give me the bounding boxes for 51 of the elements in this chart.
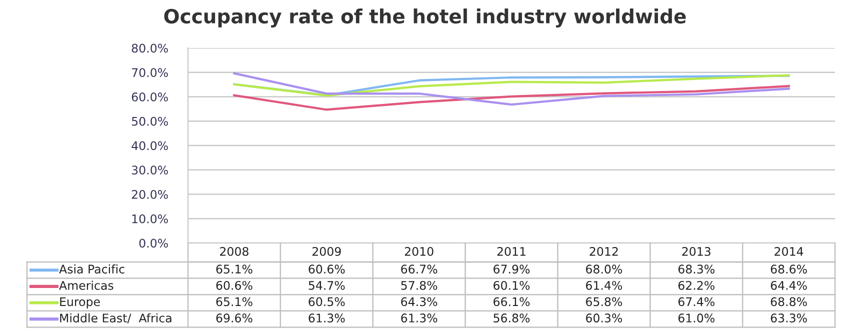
data-label: 67.9% xyxy=(494,264,530,274)
data-label: 60.6% xyxy=(216,280,252,290)
y-tick-label: 80.0% xyxy=(132,44,168,53)
x-tick-label: 2012 xyxy=(590,246,618,256)
data-label: 61.3% xyxy=(308,314,345,322)
data-label: 65.8% xyxy=(586,297,622,306)
x-tick-label: 2008 xyxy=(220,246,248,256)
data-label: 68.6% xyxy=(770,264,807,274)
data-label: 65.1% xyxy=(216,264,252,274)
data-label: 69.6% xyxy=(216,314,252,322)
legend-label: Americas xyxy=(59,280,114,290)
legend-label: Middle East/ Africa xyxy=(60,313,172,324)
data-label: 67.4% xyxy=(678,297,714,306)
x-tick-label: 2009 xyxy=(312,246,341,256)
data-label: 60.3% xyxy=(586,314,622,322)
data-label: 54.7% xyxy=(308,280,345,290)
x-tick-label: 2010 xyxy=(404,246,434,256)
data-label: 64.4% xyxy=(770,280,807,290)
data-label: 56.8% xyxy=(494,314,530,322)
data-label: 60.5% xyxy=(308,297,345,306)
data-label: 60.6% xyxy=(308,264,345,274)
x-tick-label: 2014 xyxy=(774,246,804,256)
chart-title: Occupancy rate of the hotel industry worldwide xyxy=(164,8,686,28)
y-tick-label: 30.0% xyxy=(132,166,168,175)
data-label: 68.8% xyxy=(770,297,807,306)
x-tick-label: 2013 xyxy=(682,246,710,256)
data-label: 63.3% xyxy=(770,314,807,322)
y-tick-label: 50.0% xyxy=(132,116,168,126)
data-label: 61.0% xyxy=(678,314,714,322)
data-label: 68.0% xyxy=(586,264,622,274)
data-label: 61.3% xyxy=(401,314,438,322)
line-series xyxy=(233,84,790,111)
data-label: 65.1% xyxy=(216,297,252,306)
data-label: 62.2% xyxy=(678,280,714,290)
data-label: 66.7% xyxy=(401,264,438,274)
data-label: 68.3% xyxy=(678,264,714,274)
legend-label: Asia Pacific xyxy=(59,264,124,274)
x-tick-label: 2011 xyxy=(497,246,526,256)
data-label: 60.1% xyxy=(494,280,530,290)
y-tick-label: 10.0% xyxy=(132,214,168,224)
data-label: 64.3% xyxy=(401,297,438,306)
legend-label: Europe xyxy=(60,297,100,308)
y-tick-label: 20.0% xyxy=(132,190,168,199)
y-tick-label: 70.0% xyxy=(132,68,168,78)
data-label: 61.4% xyxy=(586,280,622,290)
y-tick-label: 60.0% xyxy=(132,92,168,102)
y-tick-label: 0.0% xyxy=(139,238,168,248)
data-label: 66.1% xyxy=(494,297,530,306)
data-label: 57.8% xyxy=(401,280,438,290)
line-series xyxy=(233,72,790,106)
y-tick-label: 40.0% xyxy=(132,141,168,150)
